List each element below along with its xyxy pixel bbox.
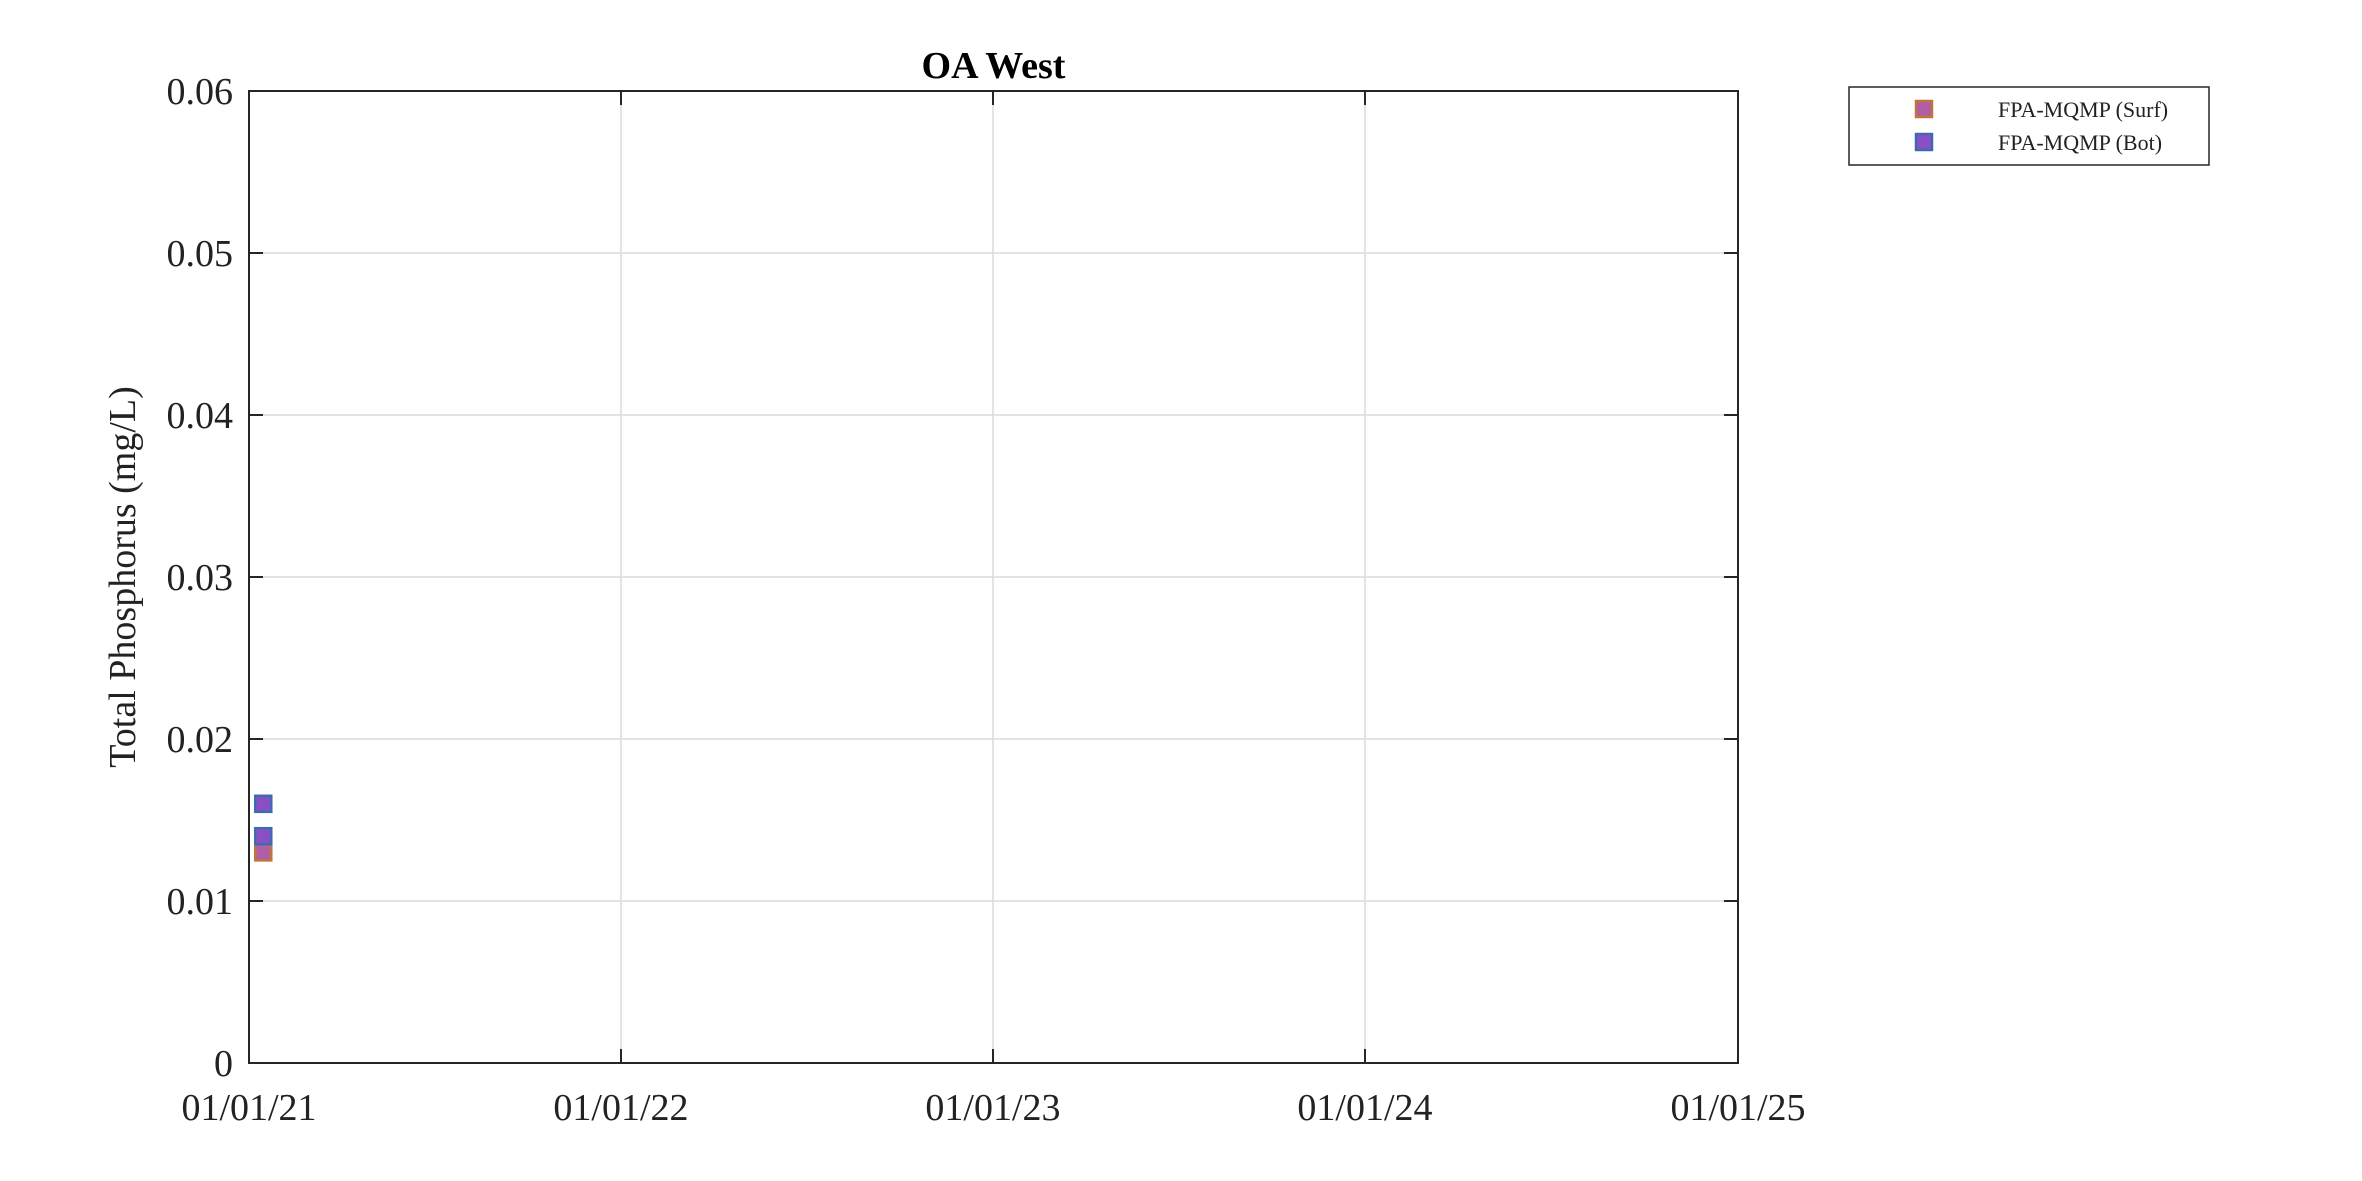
axis-ticks bbox=[248, 90, 1739, 1064]
y-tick-labels: 0 0.01 0.02 0.03 0.04 0.05 0.06 bbox=[167, 71, 234, 1085]
legend-items: FPA-MQMP (Surf) FPA-MQMP (Bot) bbox=[1914, 97, 2168, 155]
x-tick-label: 01/01/25 bbox=[1670, 1087, 1805, 1129]
legend-label: FPA-MQMP (Bot) bbox=[1998, 130, 2162, 155]
data-point-bot bbox=[254, 794, 273, 814]
grid-lines bbox=[248, 90, 1739, 1064]
data-points bbox=[254, 794, 273, 862]
legend: FPA-MQMP (Surf) FPA-MQMP (Bot) bbox=[1848, 86, 2210, 166]
legend-marker bbox=[1914, 99, 1934, 119]
y-tick-label: 0 bbox=[214, 1043, 233, 1085]
y-axis-label: Total Phosphorus (mg/L) bbox=[102, 386, 144, 768]
x-tick-label: 01/01/23 bbox=[925, 1087, 1060, 1129]
legend-marker bbox=[1914, 132, 1934, 152]
data-point-bot bbox=[254, 826, 273, 846]
x-tick-label: 01/01/21 bbox=[181, 1087, 316, 1129]
x-tick-labels: 01/01/21 01/01/22 01/01/23 01/01/24 01/01/25 bbox=[181, 1087, 1805, 1129]
y-tick-label: 0.03 bbox=[167, 557, 234, 599]
y-tick-label: 0.06 bbox=[167, 71, 234, 113]
x-tick-label: 01/01/24 bbox=[1297, 1087, 1432, 1129]
chart-title: OA West bbox=[922, 45, 1066, 87]
legend-label: FPA-MQMP (Surf) bbox=[1998, 97, 2168, 122]
y-tick-label: 0.04 bbox=[167, 395, 234, 437]
x-tick-label: 01/01/22 bbox=[553, 1087, 688, 1129]
y-tick-label: 0.05 bbox=[167, 233, 234, 275]
legend-box bbox=[1848, 86, 2210, 166]
y-tick-label: 0.01 bbox=[167, 881, 234, 923]
y-tick-label: 0.02 bbox=[167, 719, 234, 761]
data-point-surf bbox=[254, 843, 273, 862]
